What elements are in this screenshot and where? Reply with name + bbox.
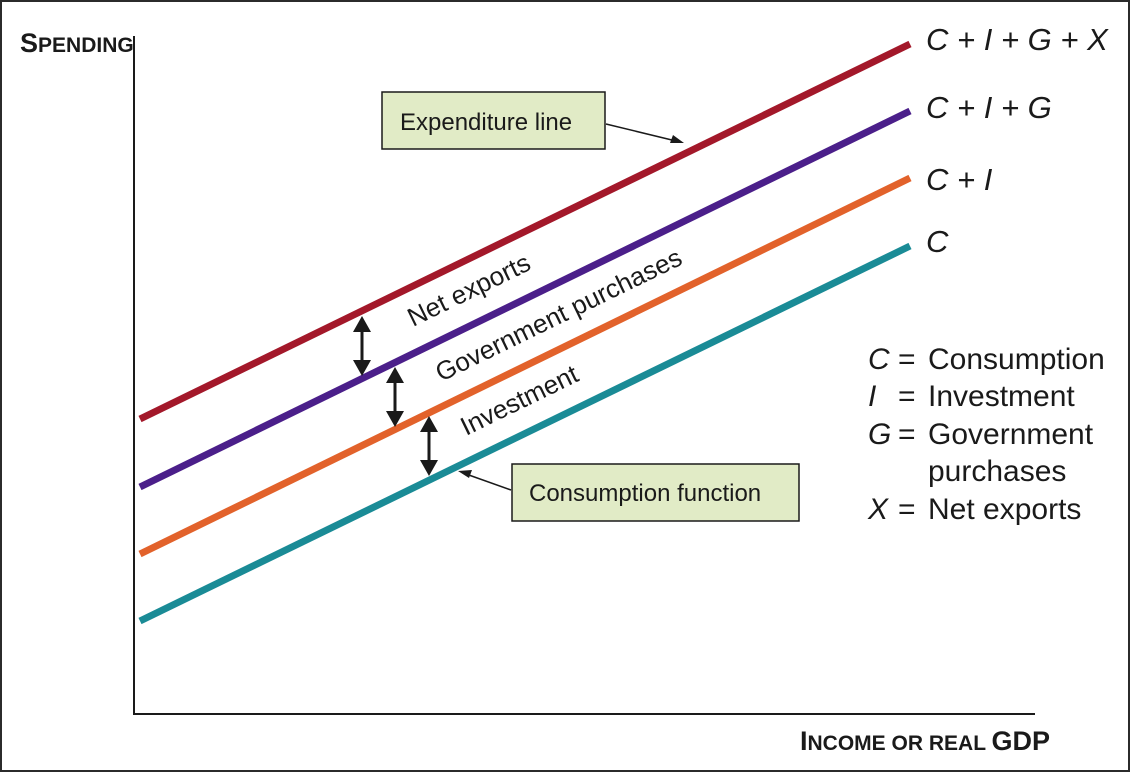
x-axis-label-cap: I [800,726,808,756]
line-label-c: C [926,224,949,259]
legend-symbol-i: I [868,380,876,413]
callout-arrowhead-expenditure [670,135,684,143]
y-axis-label-cap: S [20,28,38,58]
callout-pointer-expenditure [605,123,677,142]
legend-text-purchases: purchases [928,455,1066,488]
callout-text-expenditure: Expenditure line [400,109,572,136]
legend-symbol-g: G [868,418,891,451]
legend-eq-x: = [898,493,916,526]
line-c-i-g-x [138,40,912,423]
callout-expenditure-line: Expenditure line [381,91,684,150]
legend-text-investment: Investment [928,380,1075,413]
double-arrow-government [386,367,404,427]
y-axis-label-rest: PENDING [38,34,134,57]
legend-text-government: Government [928,418,1094,451]
legend: C = Consumption I = Investment G = Gover… [867,343,1105,526]
legend-eq-i: = [898,380,916,413]
legend-eq-c: = [898,343,916,376]
x-axis-label-rest: NCOME OR REAL [808,732,992,755]
callout-pointer-consumption [465,473,512,491]
line-label-c-i-g-x: C + I + G + X [926,22,1109,57]
x-axis-label-gdp: GDP [991,726,1050,756]
callout-box-consumption [511,463,800,522]
legend-symbol-x: X [867,493,889,526]
double-arrow-investment [420,416,438,476]
x-axis-label: INCOME OR REAL GDP [800,726,1050,756]
legend-text-net-exports: Net exports [928,493,1081,526]
legend-text-consumption: Consumption [928,343,1105,376]
callout-box-expenditure [381,91,606,150]
double-arrow-net-exports [353,316,371,376]
line-label-c-i-g: C + I + G [926,90,1052,125]
callout-arrowhead-consumption [458,470,472,478]
legend-eq-g: = [898,418,916,451]
callout-text-consumption: Consumption function [529,480,761,507]
legend-symbol-c: C [868,343,890,376]
line-label-c-i: C + I [926,162,993,197]
callout-consumption-function: Consumption function [458,463,800,522]
line-c-i-g [138,107,912,491]
y-axis-label: SPENDING [20,28,134,58]
line-c [138,242,912,625]
line-c-i [138,174,912,558]
